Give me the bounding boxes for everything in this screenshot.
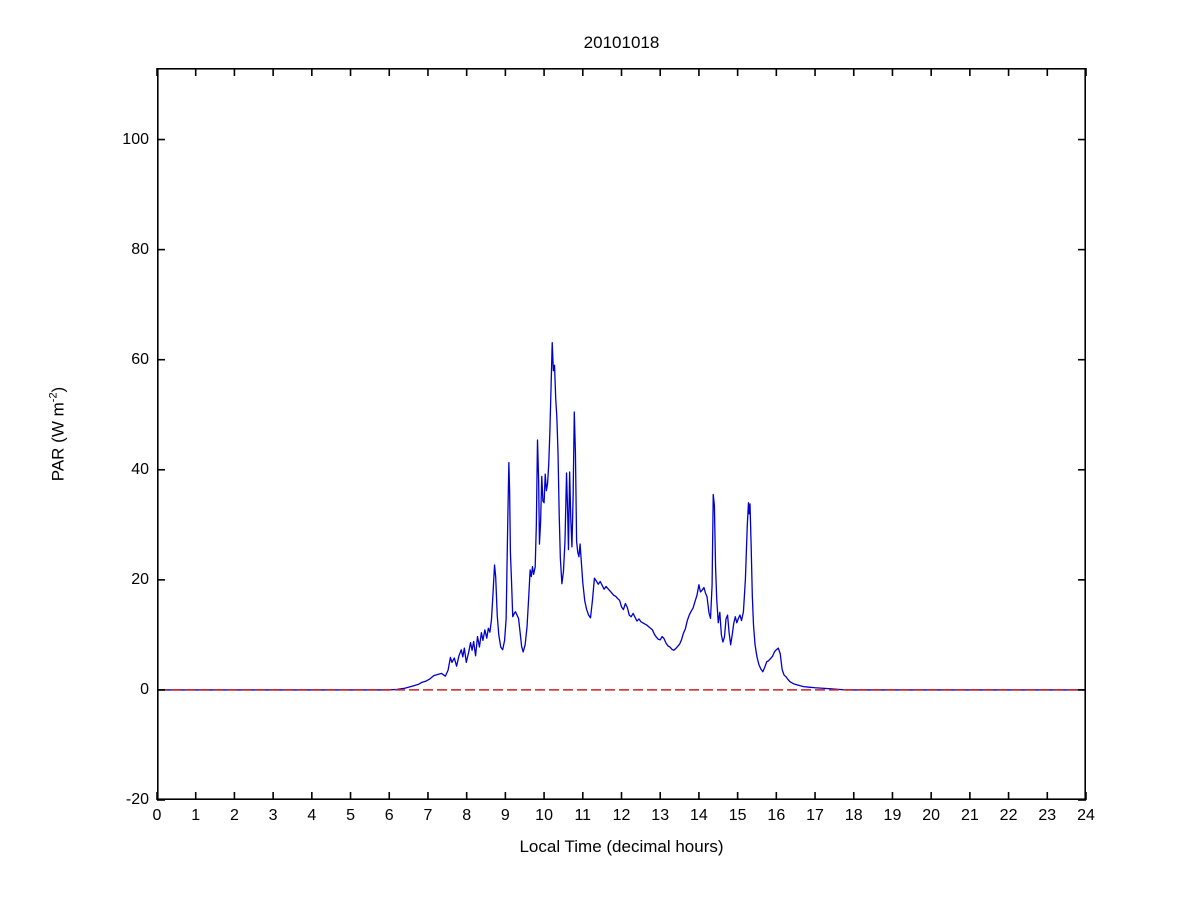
x-tick-label: 1	[191, 807, 201, 824]
x-tick-label: 23	[1038, 807, 1057, 824]
x-tick-label: 13	[651, 807, 670, 824]
x-tick-label: 3	[268, 807, 278, 824]
y-tick-label: 100	[122, 130, 149, 148]
x-tick-label: 4	[307, 807, 317, 824]
x-tick-label: 15	[728, 807, 747, 824]
x-tick-label: 6	[384, 807, 394, 824]
y-tick-label: 40	[131, 460, 149, 478]
plot-area	[156, 68, 1087, 801]
x-tick-label: 7	[423, 807, 433, 824]
x-tick-label: 0	[152, 807, 162, 824]
y-tick-label: 0	[140, 680, 149, 698]
x-axis-label: Local Time (decimal hours)	[519, 837, 724, 856]
x-tick-label: 24	[1077, 807, 1095, 824]
chart-title: 20101018	[583, 33, 660, 52]
data-line	[157, 341, 1086, 691]
x-tick-label: 18	[844, 807, 863, 824]
y-tick-label: 80	[131, 240, 149, 258]
x-tick-label: 11	[574, 807, 592, 824]
x-tick-label: 9	[500, 807, 510, 824]
x-tick-label: 21	[960, 807, 979, 824]
x-tick-label: 5	[346, 807, 355, 824]
y-tick-label: 20	[131, 570, 149, 588]
x-tick-label: 17	[806, 807, 824, 824]
x-tick-label: 10	[535, 807, 553, 824]
x-tick-label: 2	[229, 807, 239, 824]
x-tick-label: 12	[612, 807, 631, 824]
x-tick-label: 19	[883, 807, 902, 824]
x-tick-label: 14	[690, 807, 708, 824]
x-tick-label: 22	[999, 807, 1018, 824]
y-tick-label: -20	[125, 791, 149, 808]
y-axis-label-close: )	[48, 386, 68, 393]
y-axis-label-superscript: -2	[47, 392, 60, 403]
x-tick-label: 16	[767, 807, 786, 824]
x-tick-label: 8	[462, 807, 472, 824]
x-tick-label: 20	[922, 807, 941, 824]
y-tick-label: 60	[131, 350, 149, 368]
